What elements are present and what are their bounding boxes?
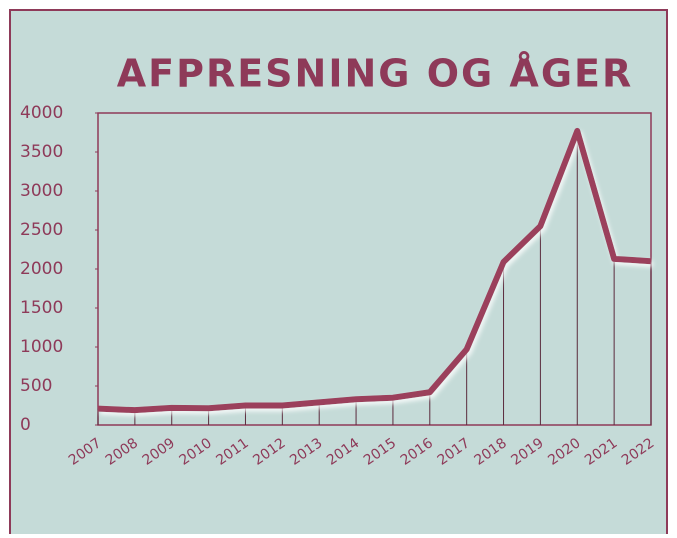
line — [97, 127, 652, 414]
y-tick-label: 3000 — [20, 181, 63, 201]
y-tick-label: 0 — [20, 415, 31, 435]
y-tick-label: 1000 — [20, 337, 63, 357]
background — [9, 9, 668, 538]
y-tick-label: 3500 — [20, 142, 63, 162]
y-tick-label: 2500 — [20, 220, 63, 240]
y-tick-label: 2000 — [20, 259, 63, 279]
y-tick-label: 4000 — [20, 103, 63, 123]
y-tick-label: 500 — [20, 376, 52, 396]
y-tick-label: 1500 — [20, 298, 63, 318]
chart-title: AFPRESNING OG ÅGER — [117, 52, 634, 96]
